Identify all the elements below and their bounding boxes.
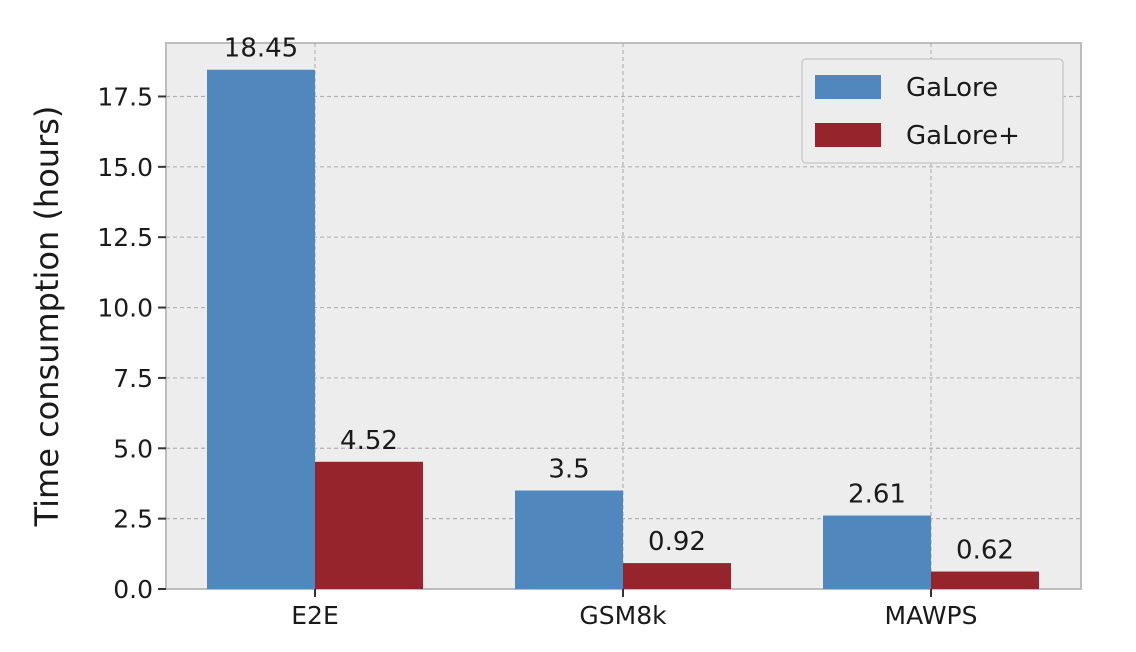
legend-swatch	[815, 123, 881, 147]
y-tick-label: 7.5	[113, 364, 153, 393]
bar-galore-e2e	[207, 69, 315, 589]
bars	[207, 69, 1039, 589]
y-tick-label: 10.0	[97, 294, 153, 323]
y-tick-label: 15.0	[97, 153, 153, 182]
bar-value-label: 0.62	[956, 536, 1014, 566]
y-tick-label: 12.5	[97, 223, 153, 252]
bar-galore-plus-mawps	[931, 571, 1039, 589]
legend-swatch	[815, 75, 881, 99]
legend-label: GaLore+	[906, 121, 1020, 151]
bar-value-label: 0.92	[648, 527, 706, 557]
legend: GaLore GaLore+	[801, 58, 1064, 164]
bar-value-label: 18.45	[224, 34, 298, 64]
y-tick-label: 2.5	[113, 505, 153, 534]
y-tick-label: 17.5	[97, 82, 153, 111]
y-tick-label: 0.0	[113, 575, 153, 604]
legend-label: GaLore	[906, 73, 998, 103]
x-tick-label: MAWPS	[885, 601, 978, 630]
bar-galore-plus-e2e	[315, 461, 423, 589]
bar-value-label: 3.5	[548, 454, 589, 484]
bar-value-label: 2.61	[848, 480, 906, 510]
y-tick-label: 5.0	[113, 434, 153, 463]
bar-value-labels: 18.45 3.5 2.61 4.52 0.92 0.62	[224, 34, 1014, 566]
x-tick-label: E2E	[291, 601, 339, 630]
bar-galore-mawps	[823, 515, 931, 589]
bar-galore-gsm8k	[515, 490, 623, 589]
x-tick-label: GSM8k	[579, 601, 667, 630]
bar-value-label: 4.52	[340, 426, 398, 456]
bar-galore-plus-gsm8k	[623, 563, 731, 589]
y-axis-title: Time consumption (hours)	[28, 106, 66, 528]
axis-ticks: 0.0 2.5 5.0 7.5 10.0 12.5 15.0 17.5 E2E GSM8k MAWP…	[97, 82, 977, 630]
